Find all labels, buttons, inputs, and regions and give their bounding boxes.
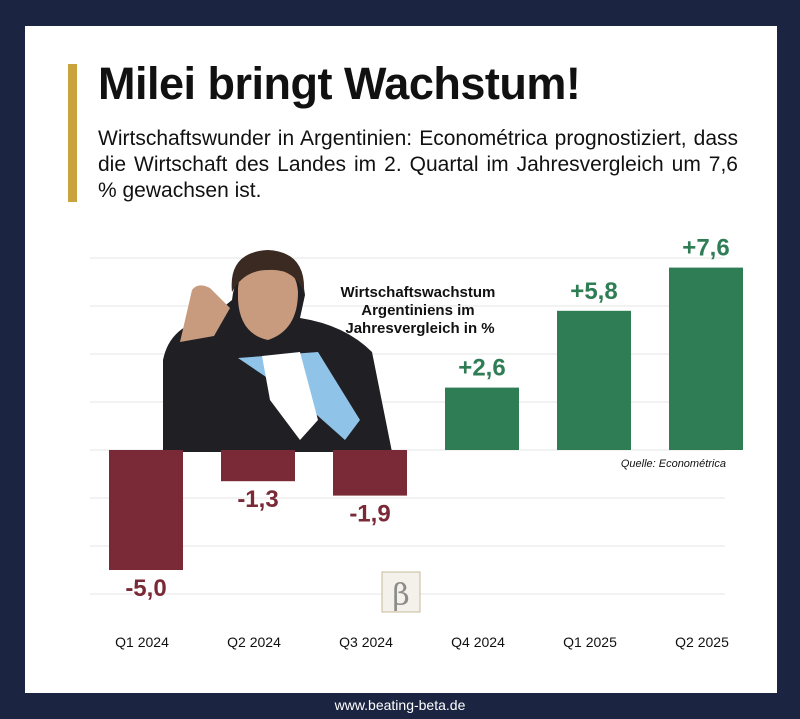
x-tick-label: Q2 2025 xyxy=(675,634,729,650)
lede-paragraph: Wirtschaftswunder in Argentinien: Econom… xyxy=(98,127,738,202)
bar-q3-2024 xyxy=(333,450,407,496)
data-label: +5,8 xyxy=(570,278,617,305)
data-label: +7,6 xyxy=(682,235,729,262)
x-tick-label: Q3 2024 xyxy=(339,634,393,650)
bar-q4-2024 xyxy=(445,387,519,450)
x-tick-label: Q1 2024 xyxy=(115,634,169,650)
bar-q2-2025 xyxy=(669,267,743,450)
footer-url: www.beating-beta.de xyxy=(334,697,466,713)
person-photo xyxy=(163,250,392,452)
x-tick-label: Q1 2025 xyxy=(563,634,617,650)
bar-q1-2024 xyxy=(109,450,183,570)
beta-logo-icon: β xyxy=(381,571,421,613)
data-label: +2,6 xyxy=(458,355,505,382)
source-note: Quelle: Econométrica xyxy=(621,458,726,470)
tick-labels: Q1 2024 Q2 2024 Q3 2024 Q4 2024 Q1 2025 Q2 20… xyxy=(115,634,729,650)
chart-title: Wirtschaftswachstum Argentiniens im Jahr… xyxy=(340,284,499,337)
data-label: -1,3 xyxy=(237,486,278,513)
svg-text:β: β xyxy=(392,578,409,613)
accent-bar xyxy=(68,64,77,202)
headline: Milei bringt Wachstum! xyxy=(98,58,581,109)
data-label: -1,9 xyxy=(349,501,390,528)
x-tick-label: Q2 2024 xyxy=(227,634,281,650)
bars xyxy=(109,267,743,570)
x-tick-label: Q4 2024 xyxy=(451,634,505,650)
data-label: -5,0 xyxy=(125,575,166,602)
data-labels: -5,0 -1,3 -1,9 +2,6 +5,8 +7,6 xyxy=(125,235,729,602)
bar-q1-2025 xyxy=(557,310,631,450)
bar-q2-2024 xyxy=(221,450,295,482)
